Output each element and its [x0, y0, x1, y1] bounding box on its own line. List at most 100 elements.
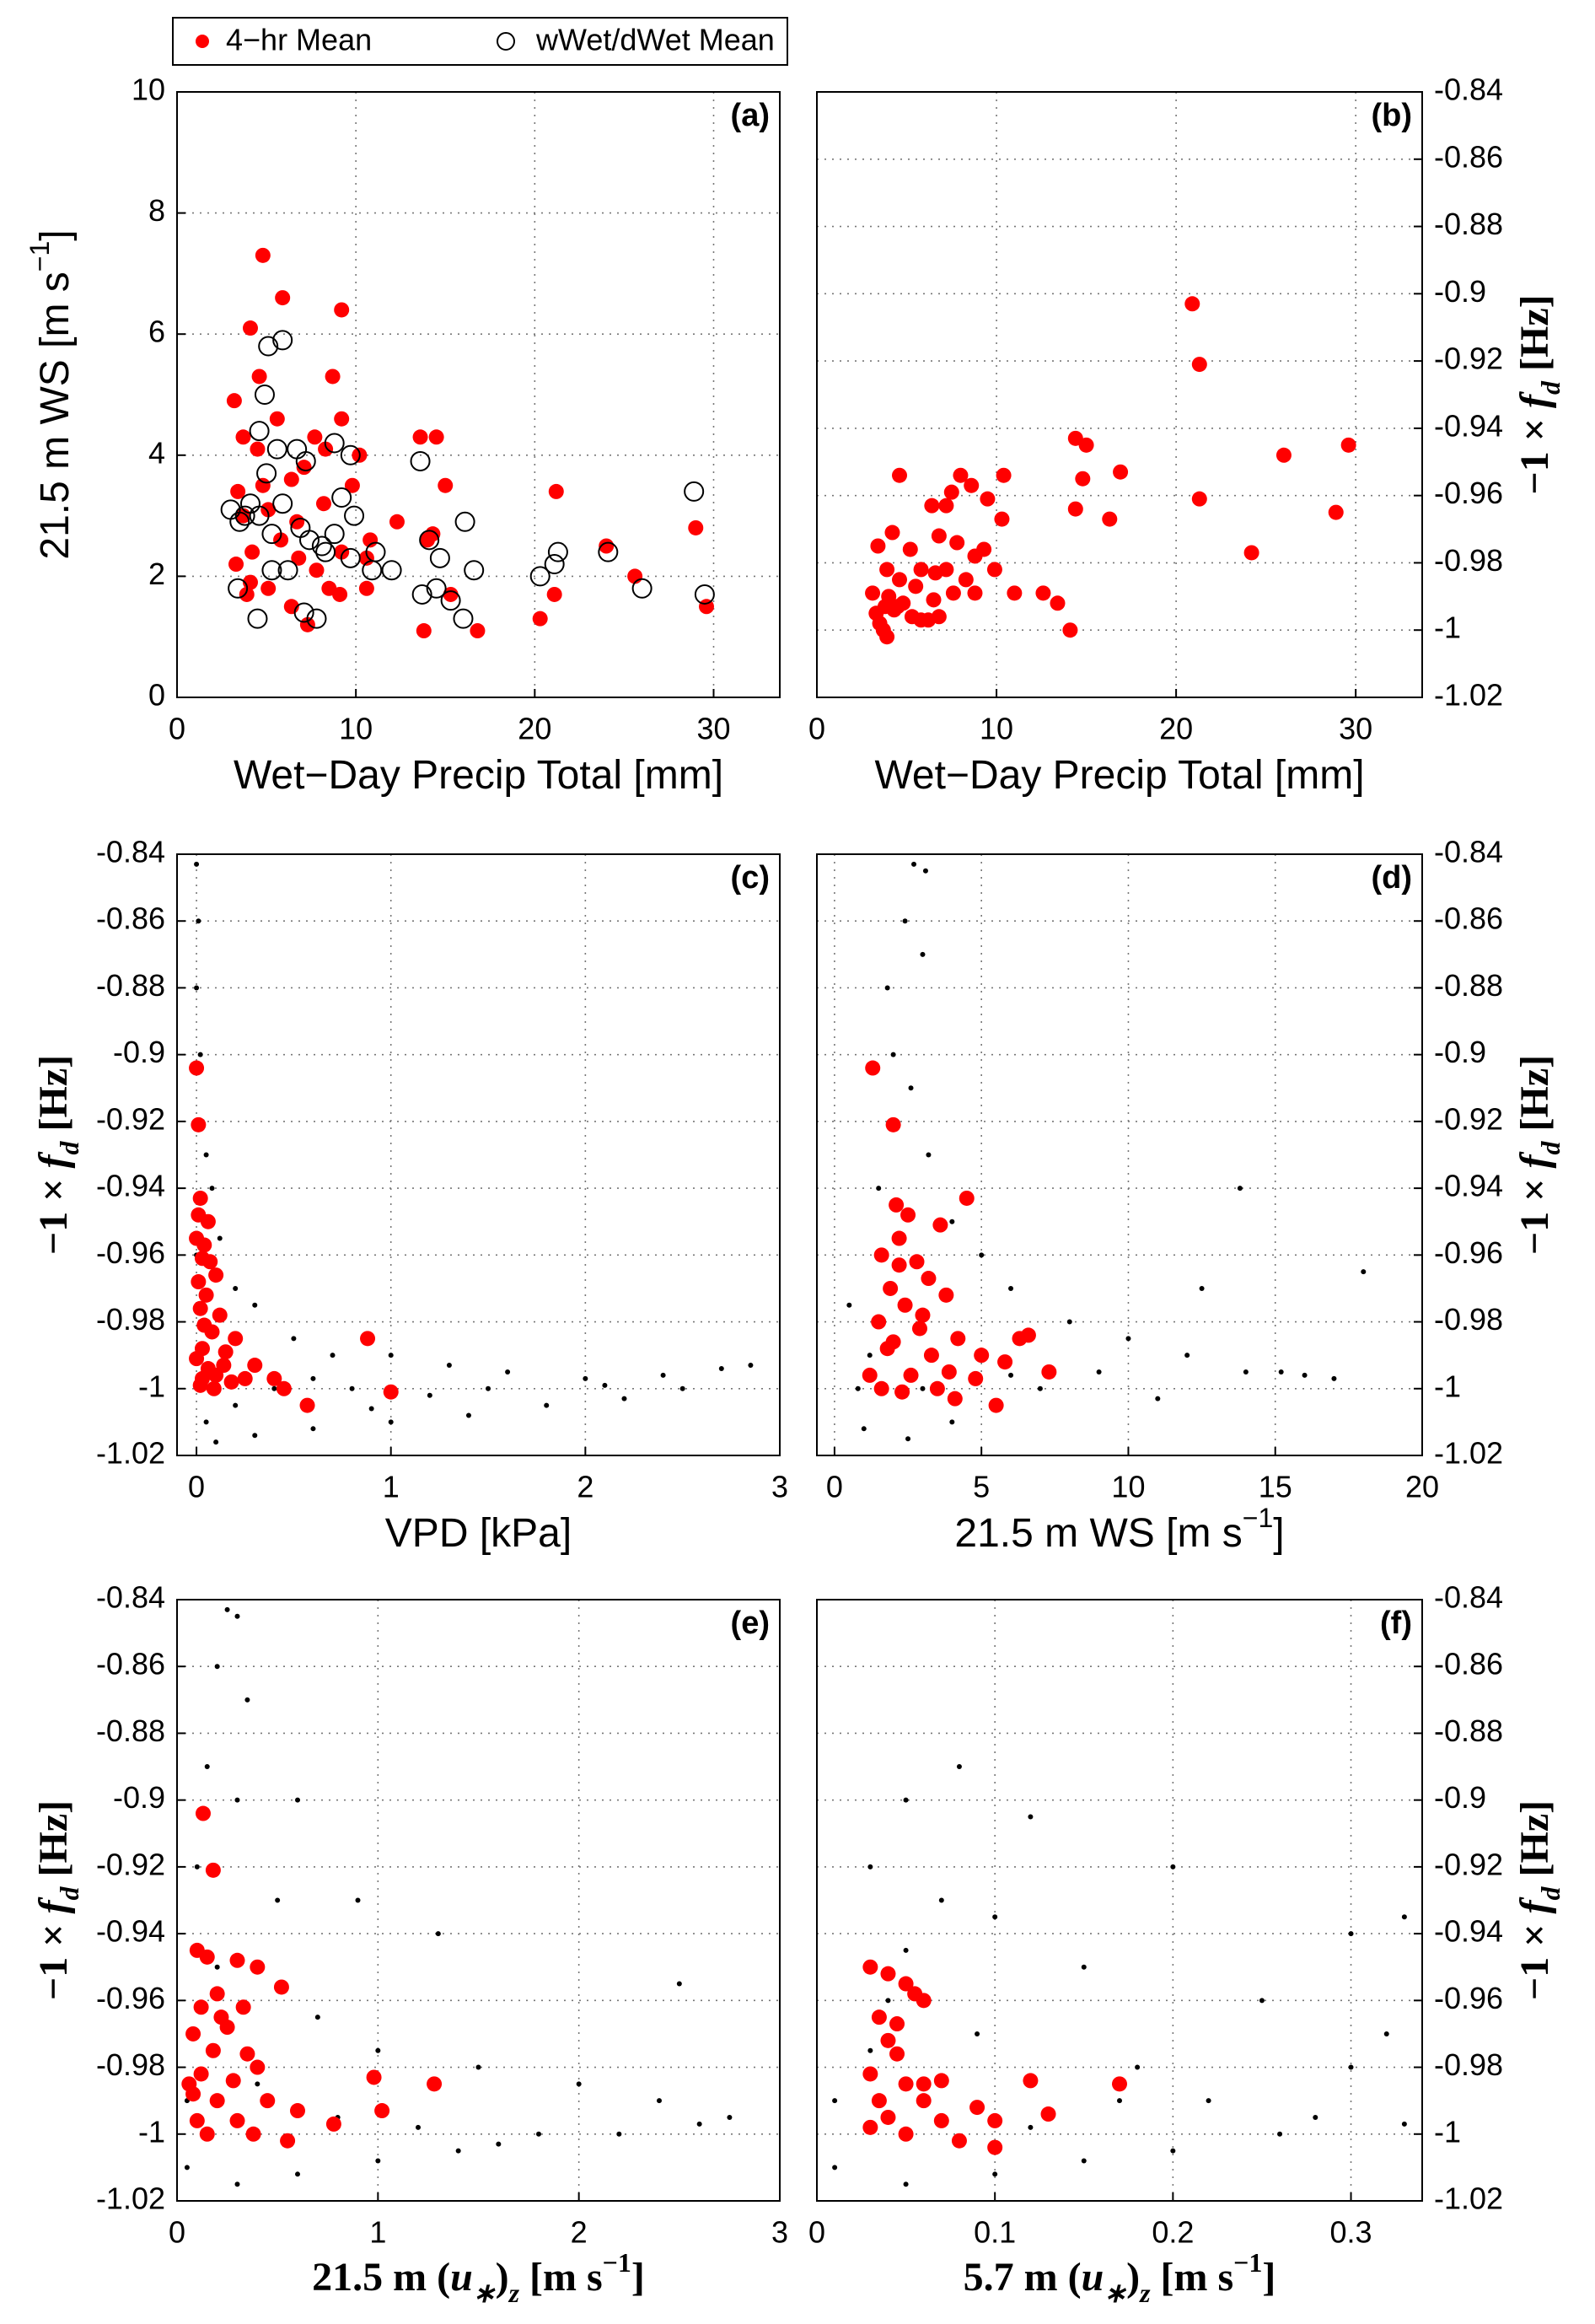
point	[923, 1348, 939, 1364]
y-tick-label: -0.9	[1434, 274, 1486, 309]
point	[911, 1321, 927, 1337]
point	[1007, 585, 1023, 601]
point	[974, 1348, 990, 1364]
point	[318, 441, 334, 457]
point	[272, 493, 293, 514]
point	[1191, 491, 1207, 507]
point	[951, 2133, 967, 2149]
point	[273, 532, 289, 548]
plot-area	[177, 92, 780, 697]
point	[536, 2131, 541, 2137]
point	[360, 1331, 376, 1347]
point	[908, 1085, 914, 1091]
point	[1277, 2131, 1283, 2137]
point	[889, 2046, 905, 2062]
point	[544, 1402, 550, 1408]
point	[228, 557, 244, 573]
label-part: [m s	[519, 2255, 603, 2300]
point	[870, 538, 886, 554]
point	[900, 1207, 916, 1223]
point	[189, 2112, 205, 2128]
point	[325, 369, 341, 385]
point	[938, 1287, 954, 1303]
point	[684, 481, 705, 502]
point	[931, 609, 947, 625]
point	[358, 580, 374, 596]
point	[1170, 1864, 1176, 1869]
point	[988, 1397, 1004, 1413]
point	[884, 525, 900, 541]
point	[344, 477, 360, 493]
axes-frame	[176, 853, 781, 1456]
point	[203, 1152, 209, 1158]
point	[897, 1297, 913, 1313]
y-tick-label: -0.9	[113, 1035, 165, 1069]
point	[310, 1375, 316, 1381]
point	[314, 2015, 320, 2020]
y-tick-label: 2	[148, 557, 165, 591]
label-part: ]	[33, 229, 78, 240]
point	[334, 544, 350, 560]
point	[475, 2064, 481, 2070]
y-tick-label: -0.84	[1434, 73, 1503, 107]
x-tick-label: 0	[188, 1470, 205, 1504]
label-part: −1	[603, 2247, 631, 2278]
plot-area	[817, 854, 1422, 1455]
point	[196, 918, 201, 924]
point	[244, 1697, 250, 1703]
label-part: f	[1512, 1151, 1557, 1168]
point	[191, 1207, 207, 1223]
point	[273, 1979, 289, 1995]
point	[251, 369, 267, 385]
point	[194, 1864, 200, 1869]
point	[416, 2124, 421, 2130]
point	[199, 1949, 215, 1965]
label-part: ]	[1273, 1511, 1284, 1556]
point	[295, 2171, 300, 2177]
point	[867, 1864, 873, 1869]
point	[862, 2119, 878, 2135]
point	[956, 1764, 962, 1770]
x-axis-label: VPD [kPa]	[385, 1511, 572, 1556]
point	[349, 1385, 355, 1391]
y-tick-label: 0	[148, 678, 165, 713]
x-tick-label: 0.2	[1152, 2215, 1194, 2250]
x-tick-label: 0	[826, 1470, 843, 1504]
point	[871, 2009, 887, 2025]
point	[446, 1363, 452, 1369]
point	[1075, 471, 1091, 487]
point	[325, 2116, 341, 2132]
point	[1028, 1814, 1034, 1820]
y-tick-label: -0.98	[96, 1302, 165, 1337]
point	[427, 2076, 443, 2092]
legend-marker	[196, 35, 209, 48]
point	[381, 560, 402, 581]
point	[250, 441, 266, 457]
y-tick-label: -0.96	[96, 1235, 165, 1270]
point	[383, 1384, 399, 1400]
label-part: −1 ×	[31, 1913, 76, 2000]
point	[250, 2059, 266, 2075]
point	[975, 2031, 980, 2036]
point	[1067, 501, 1083, 517]
x-tick-label: 0	[808, 712, 825, 746]
x-tick-label: 20	[1405, 1470, 1439, 1504]
legend-box	[172, 17, 788, 66]
point	[237, 1370, 253, 1386]
point	[412, 429, 428, 445]
label-part: u	[450, 2255, 473, 2300]
point	[1170, 2148, 1176, 2154]
point	[1348, 2064, 1354, 2070]
panel-label: (f)	[1380, 1606, 1412, 1641]
point	[1313, 2114, 1318, 2120]
point	[331, 487, 352, 508]
point	[244, 544, 260, 560]
y-tick-label: -0.88	[96, 968, 165, 1003]
point	[1113, 464, 1129, 480]
point	[1184, 296, 1200, 312]
point	[464, 560, 485, 581]
point	[902, 541, 918, 557]
point	[366, 2069, 382, 2085]
point	[890, 1052, 896, 1057]
